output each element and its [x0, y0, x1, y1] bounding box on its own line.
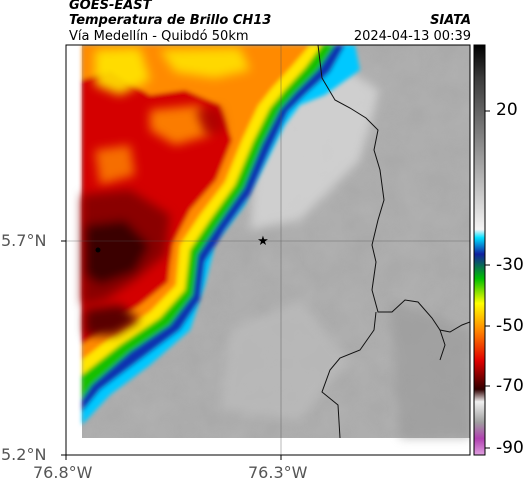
colorbar-ticks — [485, 110, 490, 449]
graticule — [66, 45, 470, 455]
city-marker-icon — [95, 247, 101, 253]
colorbar-label-20: 20 — [496, 100, 518, 120]
cold-core-inner — [85, 220, 150, 285]
coastline — [317, 45, 470, 439]
agency-label: SIATA — [430, 13, 471, 28]
colorbar — [473, 44, 486, 456]
timestamp-label: 2024-04-13 00:39 — [353, 29, 471, 44]
region-label: Vía Medellín - Quibdó 50km — [69, 29, 249, 44]
lon-label-76-3: 76.3°W — [248, 463, 308, 482]
colorbar-label-neg30: -30 — [496, 255, 524, 275]
colorbar-label-neg90: -90 — [496, 438, 524, 458]
star-marker-icon: ★ — [257, 234, 269, 249]
satellite-name: GOES-EAST — [69, 0, 152, 13]
map-frame — [65, 44, 471, 456]
lat-label-5-7: 5.7°N — [1, 231, 47, 250]
product-title: Temperatura de Brillo CH13 — [69, 13, 272, 28]
axis-ticks — [61, 240, 282, 460]
colorbar-label-neg70: -70 — [496, 376, 524, 396]
lat-label-5-2: 5.2°N — [1, 445, 47, 464]
lon-label-76-8: 76.8°W — [33, 463, 93, 482]
satellite-image: ★ — [66, 45, 470, 455]
colorbar-label-neg50: -50 — [496, 316, 524, 336]
